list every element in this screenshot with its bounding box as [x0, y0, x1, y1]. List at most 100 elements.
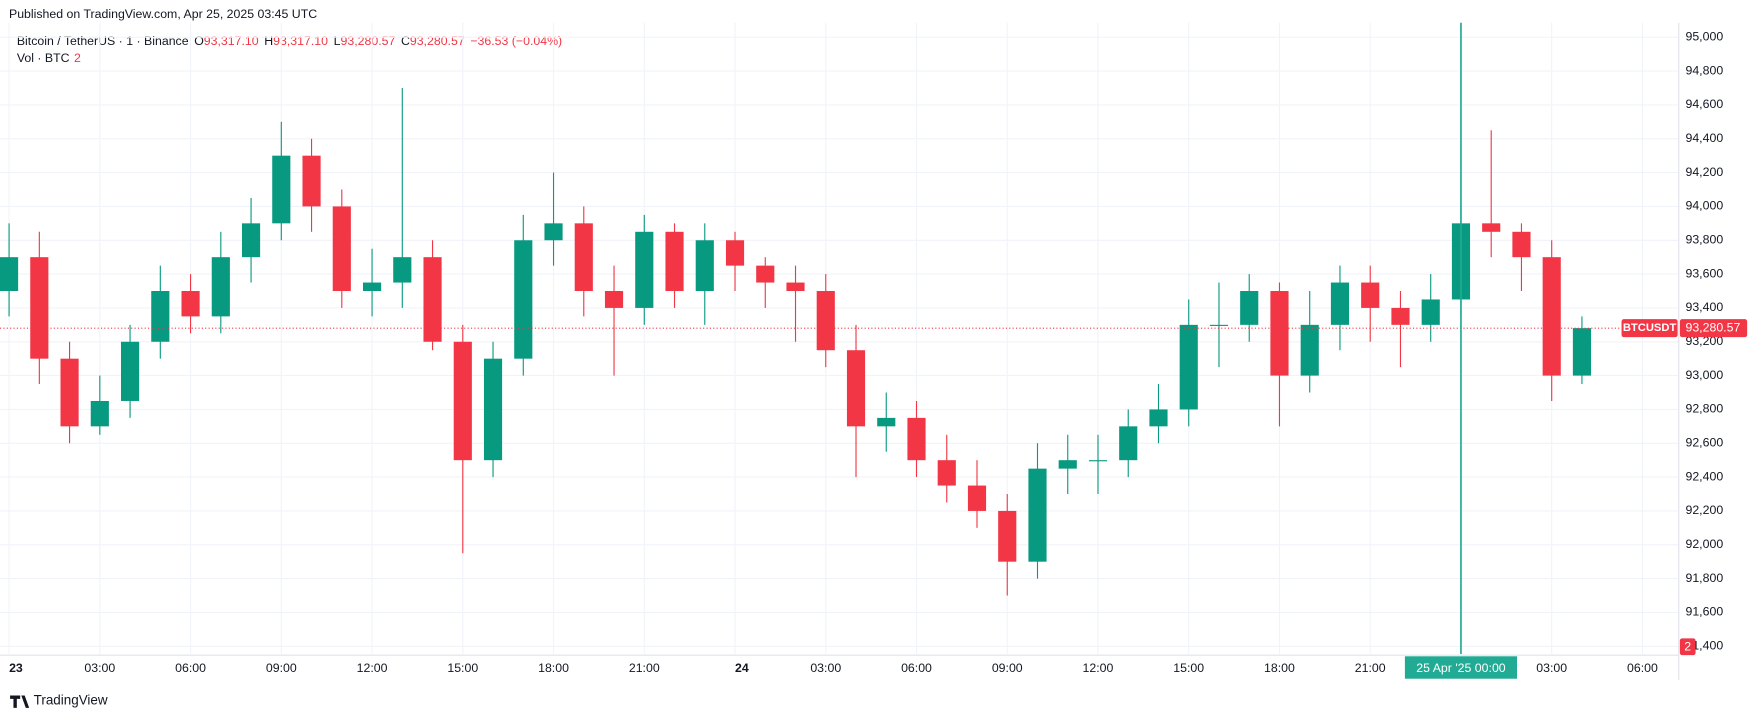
candle-body — [423, 257, 442, 342]
candle-body — [514, 240, 533, 359]
candle-body — [1421, 299, 1440, 325]
candle-body — [1028, 468, 1047, 562]
ohlc-key: C — [401, 34, 410, 48]
candle-body — [393, 257, 412, 283]
y-tick-label: 94,600 — [1685, 97, 1723, 111]
y-tick-label: 92,400 — [1685, 469, 1723, 483]
published-line: Published on TradingView.com, Apr 25, 20… — [9, 7, 317, 21]
symbol: Bitcoin / TetherUS · 1 · Binance — [17, 34, 189, 48]
candle-body — [1179, 324, 1198, 410]
y-tick-label: 92,200 — [1685, 503, 1723, 517]
y-tick-label: 93,400 — [1685, 300, 1723, 314]
y-tick-label: 94,400 — [1685, 131, 1723, 145]
candle-body — [1270, 291, 1289, 376]
y-tick-label: 91,800 — [1685, 571, 1723, 585]
candle-body — [362, 282, 382, 292]
candle-body — [604, 291, 624, 308]
candle-body — [1572, 328, 1592, 376]
y-tick-label: 92,000 — [1685, 537, 1723, 551]
y-tick-label: 94,800 — [1685, 63, 1723, 77]
candle-body — [574, 223, 593, 292]
candle-body — [846, 350, 866, 427]
candle-body — [211, 257, 230, 317]
x-tick-label: 12:00 — [1083, 661, 1114, 675]
x-tick-label: 06:00 — [901, 661, 932, 675]
candle-body — [1391, 307, 1410, 325]
logo — [10, 695, 30, 708]
candle-body — [181, 291, 200, 317]
candle-body — [816, 291, 835, 351]
candle-body — [1240, 291, 1259, 325]
candle-body — [483, 358, 503, 461]
x-tick-label: 18:00 — [538, 661, 569, 675]
candle-body — [907, 417, 926, 461]
ohlc-value: 93,280.57 — [340, 34, 395, 48]
x-tick-label: 21:00 — [629, 661, 660, 675]
ohlc-value: 93,280.57 — [410, 34, 465, 48]
change: −36.53 (−0.04%) — [470, 34, 562, 48]
plot-area — [0, 22, 1679, 655]
candle-body — [60, 358, 79, 427]
candle-body — [967, 485, 987, 511]
volume-value: 2 — [74, 51, 81, 65]
candle-body — [695, 240, 714, 292]
price-tag — [1679, 319, 1748, 338]
x-tick-label: 03:00 — [1536, 661, 1567, 675]
candle-body — [786, 282, 805, 292]
x-tick-label: 21:00 — [1355, 661, 1386, 675]
candle-body — [544, 223, 563, 241]
x-tick-label: 15:00 — [447, 661, 478, 675]
candle-body — [1542, 257, 1561, 376]
candle-body — [272, 155, 291, 224]
candle-body — [1149, 409, 1168, 427]
x-tick-label: 06:00 — [175, 661, 206, 675]
x-tick-label: 15:00 — [1173, 661, 1204, 675]
candle-body — [1300, 324, 1319, 376]
crosshair-tag-text: 25 Apr '25 00:00 — [1416, 661, 1506, 675]
volume-tag — [1679, 638, 1696, 656]
y-tick-label: 93,000 — [1685, 368, 1723, 382]
x-tick-label: 23 — [9, 661, 23, 675]
ohlc-value: 93,317.10 — [204, 34, 259, 48]
candle-body — [998, 510, 1017, 562]
brand: TradingView — [10, 693, 108, 708]
ohlc-key: L — [334, 34, 341, 48]
ohlc-key: H — [264, 34, 273, 48]
symbol-tag-text: BTCUSDT — [1623, 322, 1677, 334]
symbol-tag — [1621, 319, 1678, 338]
y-tick-label: 92,600 — [1685, 436, 1723, 450]
candle-body — [302, 155, 321, 207]
candle-body — [241, 223, 261, 258]
candle-body — [1482, 223, 1501, 232]
volume-tag-text: 2 — [1684, 640, 1691, 654]
price-tag-text: 93,280.57 — [1685, 320, 1740, 334]
y-tick-label: 93,600 — [1685, 266, 1723, 280]
candle-body — [120, 341, 140, 401]
brand-name: TradingView — [34, 693, 108, 708]
volume-name: Vol · BTC — [17, 51, 70, 65]
candle-body — [30, 257, 49, 359]
candle-body — [725, 240, 745, 266]
x-tick-label: 24 — [735, 661, 749, 675]
y-tick-label: 93,800 — [1685, 233, 1723, 247]
candle-body — [665, 231, 684, 292]
y-tick-label: 94,000 — [1685, 199, 1723, 213]
candle-body — [453, 341, 472, 461]
x-tick-label: 18:00 — [1264, 661, 1295, 675]
x-tick-label: 06:00 — [1627, 661, 1658, 675]
candle-body — [151, 291, 170, 342]
candle-body — [756, 265, 775, 283]
x-tick-label: 09:00 — [992, 661, 1023, 675]
candle-body — [1330, 282, 1350, 325]
candle-body — [1119, 426, 1138, 461]
candle-body — [1088, 460, 1108, 462]
y-tick-label: 95,000 — [1685, 29, 1723, 43]
ohlc-key: O — [194, 34, 204, 48]
x-tick-label: 03:00 — [810, 661, 841, 675]
candle-body — [1361, 282, 1380, 308]
candle-body — [937, 460, 956, 486]
candle-body — [1512, 231, 1531, 258]
